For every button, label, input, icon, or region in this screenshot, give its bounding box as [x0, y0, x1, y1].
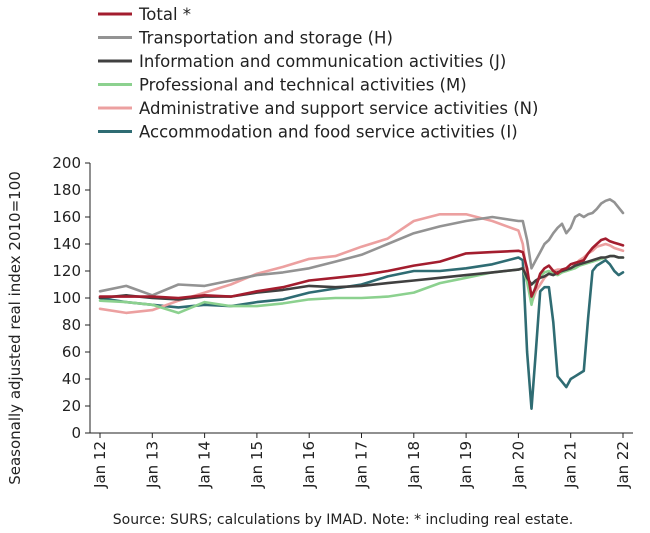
x-tick-label: Jan 19	[457, 441, 475, 489]
series-line-3	[98, 254, 625, 301]
y-tick-label: 140	[52, 235, 81, 253]
x-tick-label: Jan 15	[248, 441, 266, 489]
y-tick-label: 0	[71, 424, 81, 442]
series-line-1	[98, 237, 625, 300]
y-tick-label: 120	[52, 262, 81, 280]
y-tick-label: 160	[52, 208, 81, 226]
legend-label: Total *	[138, 5, 191, 24]
x-tick-label: Jan 16	[300, 441, 318, 489]
legend-label: Transportation and storage (H)	[138, 29, 393, 48]
source-note: Source: SURS; calculations by IMAD. Note…	[113, 512, 574, 528]
x-tick-label: Jan 21	[562, 441, 580, 489]
x-tick-label: Jan 12	[91, 441, 109, 489]
legend-label: Accommodation and food service activitie…	[139, 123, 518, 142]
series-line-6	[98, 256, 625, 411]
x-tick-label: Jan 22	[614, 441, 632, 489]
series-line-2	[98, 198, 625, 297]
legend-label: Professional and technical activities (M…	[139, 76, 467, 95]
x-ticks: Jan 12 Jan 13 Jan 14 Jan 15 Jan 16 Jan 17 Jan …	[91, 433, 632, 489]
legend-label: Administrative and support service activ…	[139, 99, 538, 118]
y-tick-label: 180	[52, 181, 81, 199]
x-tick-label: Jan 20	[509, 441, 527, 489]
y-tick-label: 100	[52, 289, 81, 307]
y-ticks: 0 20 40 60 80 100 120 140 160 180 200	[52, 154, 90, 442]
series-line-5	[98, 213, 625, 315]
y-tick-label: 200	[52, 154, 81, 172]
y-tick-label: 80	[62, 316, 81, 334]
legend-label: Information and communication activities…	[139, 52, 506, 71]
x-tick-label: Jan 17	[353, 441, 371, 489]
y-tick-label: 20	[62, 397, 81, 415]
x-tick-label: Jan 14	[196, 441, 214, 489]
legend: Total * Transportation and storage (H) Inf…	[98, 5, 538, 142]
x-tick-label: Jan 18	[405, 441, 423, 489]
y-tick-label: 40	[62, 370, 81, 388]
y-tick-label: 60	[62, 343, 81, 361]
x-tick-label: Jan 13	[143, 441, 161, 489]
series-lines	[98, 198, 625, 411]
y-axis-title: Seasonally adjusted real index 2010=100	[6, 171, 24, 485]
